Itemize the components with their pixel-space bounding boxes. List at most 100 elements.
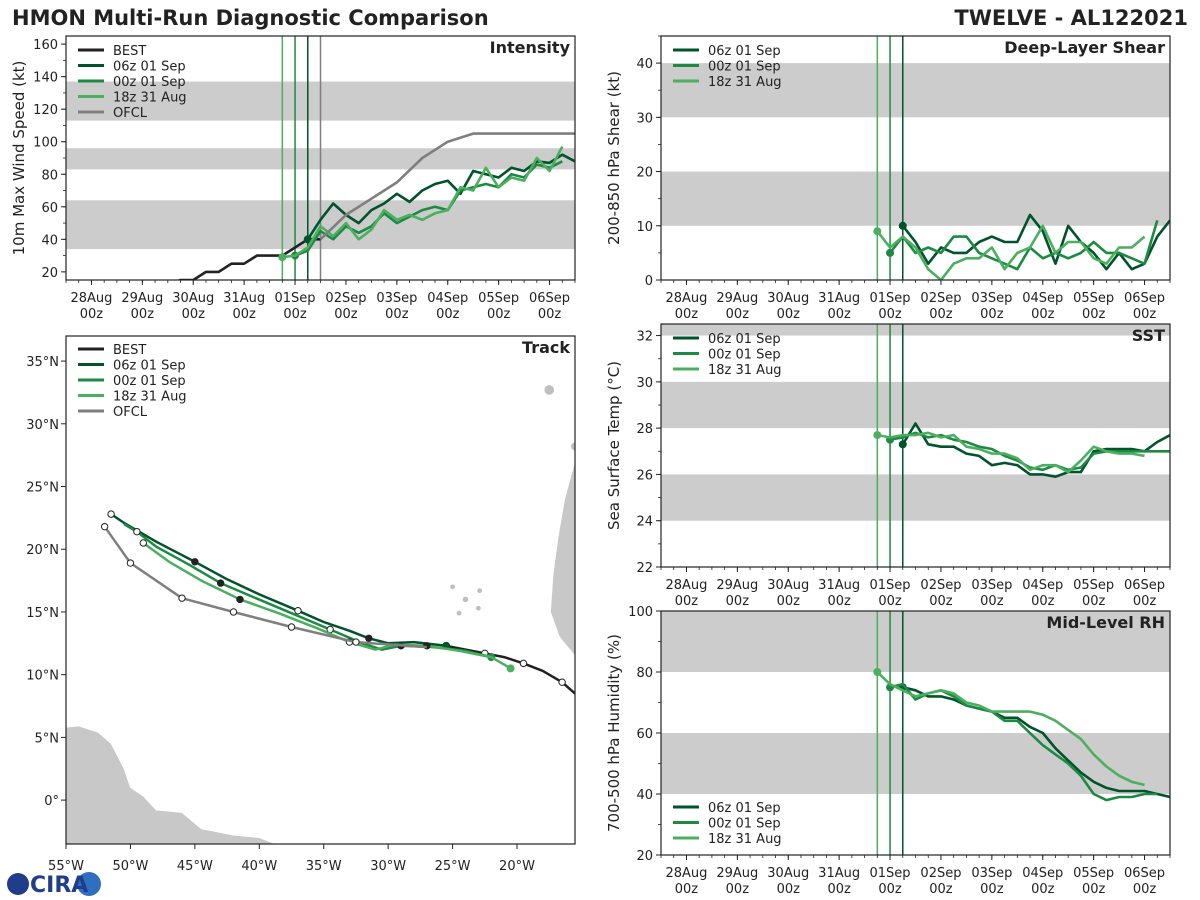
intensity-ytick-label-1: 40 [41, 233, 58, 248]
shear-series-2-start-marker [873, 227, 882, 236]
track-ytick-label-2: 10°N [26, 669, 59, 684]
south-america-land [66, 725, 277, 844]
intensity-legend-label-3: 18z 31 Aug [113, 91, 187, 106]
rh-xtick-label-4: 01Sep [870, 866, 911, 881]
sst-xtick-label-3: 31Aug [818, 578, 860, 593]
track-series-2 [123, 523, 492, 659]
sst-ytick-label-3: 28 [636, 422, 653, 437]
sst-legend-label-2: 18z 31 Aug [708, 363, 782, 378]
intensity-xtick-sub-3: 00z [232, 307, 256, 322]
track-frame [65, 335, 576, 845]
sst-series-1 [889, 431, 1170, 472]
intensity-xtick-label-7: 04Sep [427, 291, 468, 306]
rh-xtick-label-2: 30Aug [767, 866, 809, 881]
shear-xtick-sub-4: 00z [878, 307, 902, 322]
track-series-1-point [365, 634, 373, 642]
track-series-1 [110, 513, 447, 648]
sst-xtick-sub-5: 00z [929, 594, 953, 609]
africa-land [550, 461, 575, 657]
track-series-3-start-marker [506, 664, 515, 673]
logo-text: CIRA [30, 873, 88, 898]
track-series-3-point [139, 539, 148, 547]
shear-xtick-sub-7: 00z [1031, 307, 1055, 322]
ofcl-track-point [126, 559, 135, 567]
island-1 [571, 442, 575, 451]
intensity-series-1-start-marker [303, 235, 312, 244]
rh-xtick-label-6: 03Sep [971, 866, 1012, 881]
rh-xtick-sub-1: 00z [726, 882, 750, 897]
island-4 [456, 610, 462, 616]
sst-xtick-label-9: 06Sep [1124, 578, 1165, 593]
rh-xtick-sub-5: 00z [929, 882, 953, 897]
sst-xtick-label-5: 02Sep [920, 578, 961, 593]
shear-xtick-sub-5: 00z [929, 307, 953, 322]
shear-series-1-start-marker [886, 248, 895, 257]
track-xtick-label-1: 50°W [112, 859, 148, 874]
track-series-2-point [133, 527, 141, 536]
shear-xtick-label-3: 31Aug [818, 291, 860, 306]
intensity-xtick-sub-9: 00z [538, 307, 562, 322]
rh-ylabel: 700-500 hPa Humidity (%) [605, 634, 623, 832]
rh-xtick-sub-0: 00z [675, 882, 699, 897]
intensity-xtick-label-5: 02Sep [325, 291, 366, 306]
shear-ytick-label-2: 20 [636, 166, 653, 181]
sst-xtick-sub-2: 00z [777, 594, 801, 609]
shear-panel: 01020304028Aug00z29Aug00z30Aug00z31Aug00… [605, 35, 1171, 322]
intensity-xtick-label-2: 30Aug [172, 291, 214, 306]
track-map-panel: 0° 5°N 10°N 15°N 20°N 25°N 30°N 35°N 55°W 50°W 45°… [26, 335, 576, 874]
track-xtick-label-7: 20°W [499, 859, 535, 874]
sst-series-0 [901, 422, 1170, 479]
shear-xtick-sub-8: 00z [1082, 307, 1106, 322]
sst-xtick-sub-9: 00z [1133, 594, 1157, 609]
shear-xtick-label-9: 06Sep [1124, 291, 1165, 306]
track-legend-label-3: 18z 31 Aug [113, 390, 187, 405]
shear-xtick-sub-6: 00z [980, 307, 1004, 322]
shear-ytick-label-1: 10 [636, 220, 653, 235]
track-xtick-label-2: 45°W [177, 859, 213, 874]
track-series-1-point [107, 510, 115, 518]
shear-series-2 [876, 224, 1146, 280]
island-5 [450, 584, 455, 590]
shear-xtick-sub-0: 00z [675, 307, 699, 322]
track-ytick-label-4: 20°N [26, 543, 59, 558]
best-track-point [519, 659, 528, 668]
intensity-xtick-sub-0: 00z [80, 307, 104, 322]
shear-xtick-label-0: 28Aug [665, 291, 707, 306]
sst-xtick-label-7: 04Sep [1022, 578, 1063, 593]
intensity-series-1 [306, 153, 575, 241]
sst-xtick-sub-0: 00z [675, 594, 699, 609]
track-title: Track [522, 338, 570, 357]
rh-ytick-label-2: 60 [636, 727, 653, 742]
track-legend-label-4: OFCL [113, 405, 148, 420]
intensity-legend-label-4: OFCL [113, 106, 148, 121]
sst-ytick-label-1: 24 [636, 515, 653, 530]
intensity-series-0 [176, 238, 321, 280]
sst-band-0 [661, 474, 1170, 521]
island-2 [462, 596, 469, 603]
sst-band-1 [661, 381, 1170, 429]
intensity-ytick-label-5: 120 [33, 103, 58, 118]
ofcl-track-point [100, 522, 109, 531]
rh-band-1 [661, 611, 1170, 672]
ofcl-track-point [287, 623, 296, 631]
sst-xtick-sub-7: 00z [1031, 594, 1055, 609]
intensity-xtick-sub-7: 00z [436, 307, 460, 322]
sst-legend-label-1: 00z 01 Sep [708, 348, 781, 363]
track-ytick-label-3: 15°N [26, 606, 59, 621]
rh-ytick-label-4: 100 [628, 605, 653, 620]
intensity-panel: 2040608010012014016028Aug00z29Aug00z30Au… [10, 35, 576, 322]
intensity-xtick-sub-8: 00z [487, 307, 511, 322]
rh-xtick-sub-3: 00z [827, 882, 851, 897]
sst-xtick-label-8: 05Sep [1073, 578, 1114, 593]
track-xtick-label-6: 25°W [435, 859, 471, 874]
sst-xtick-label-4: 01Sep [870, 578, 911, 593]
rh-ytick-label-1: 40 [636, 788, 653, 803]
intensity-xtick-label-1: 29Aug [121, 291, 163, 306]
sst-xtick-sub-3: 00z [827, 594, 851, 609]
rh-ytick-label-0: 20 [636, 849, 653, 864]
shear-series-0 [901, 213, 1170, 271]
shear-xtick-sub-2: 00z [777, 307, 801, 322]
sst-xtick-label-0: 28Aug [665, 578, 707, 593]
rh-xtick-sub-8: 00z [1082, 882, 1106, 897]
ofcl-track-point [229, 608, 238, 616]
